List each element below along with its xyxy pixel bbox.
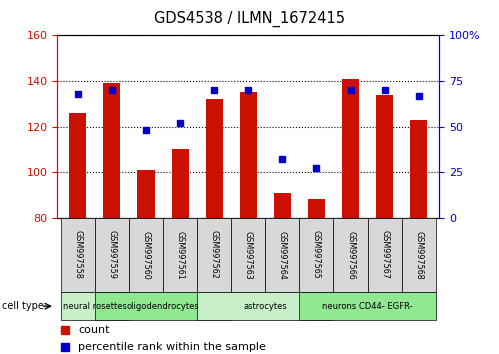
Text: cell type: cell type xyxy=(2,301,44,311)
Text: GSM997564: GSM997564 xyxy=(278,230,287,279)
Text: GSM997568: GSM997568 xyxy=(414,230,423,279)
Bar xyxy=(138,170,155,218)
FancyBboxPatch shape xyxy=(333,218,368,292)
FancyBboxPatch shape xyxy=(197,218,231,292)
Bar xyxy=(206,99,223,218)
FancyBboxPatch shape xyxy=(231,218,265,292)
FancyBboxPatch shape xyxy=(129,218,163,292)
Bar xyxy=(103,83,120,218)
Text: GSM997563: GSM997563 xyxy=(244,230,253,279)
FancyBboxPatch shape xyxy=(61,218,95,292)
FancyBboxPatch shape xyxy=(197,292,333,320)
Text: GSM997562: GSM997562 xyxy=(210,230,219,279)
Text: neural rosettes: neural rosettes xyxy=(63,302,127,311)
Text: oligodendrocytes: oligodendrocytes xyxy=(127,302,200,311)
FancyBboxPatch shape xyxy=(61,292,129,320)
FancyBboxPatch shape xyxy=(265,218,299,292)
Text: neurons CD44- EGFR-: neurons CD44- EGFR- xyxy=(322,302,413,311)
Bar xyxy=(69,113,86,218)
Text: GSM997566: GSM997566 xyxy=(346,230,355,279)
Bar xyxy=(308,199,325,218)
Text: GSM997565: GSM997565 xyxy=(312,230,321,279)
Text: GSM997561: GSM997561 xyxy=(176,230,185,279)
FancyBboxPatch shape xyxy=(402,218,436,292)
Bar xyxy=(172,149,189,218)
Bar xyxy=(376,95,393,218)
Text: GSM997567: GSM997567 xyxy=(380,230,389,279)
FancyBboxPatch shape xyxy=(163,218,197,292)
FancyBboxPatch shape xyxy=(95,218,129,292)
Text: GDS4538 / ILMN_1672415: GDS4538 / ILMN_1672415 xyxy=(154,11,345,27)
Bar xyxy=(342,79,359,218)
FancyBboxPatch shape xyxy=(95,292,231,320)
Text: count: count xyxy=(78,325,110,335)
Text: GSM997559: GSM997559 xyxy=(107,230,116,279)
Text: percentile rank within the sample: percentile rank within the sample xyxy=(78,342,266,352)
Text: GSM997558: GSM997558 xyxy=(73,230,82,279)
Text: astrocytes: astrocytes xyxy=(244,302,287,311)
FancyBboxPatch shape xyxy=(299,218,333,292)
Bar xyxy=(274,193,291,218)
Text: GSM997560: GSM997560 xyxy=(142,230,151,279)
FancyBboxPatch shape xyxy=(368,218,402,292)
FancyBboxPatch shape xyxy=(299,292,436,320)
Bar xyxy=(410,120,427,218)
Bar xyxy=(240,92,257,218)
